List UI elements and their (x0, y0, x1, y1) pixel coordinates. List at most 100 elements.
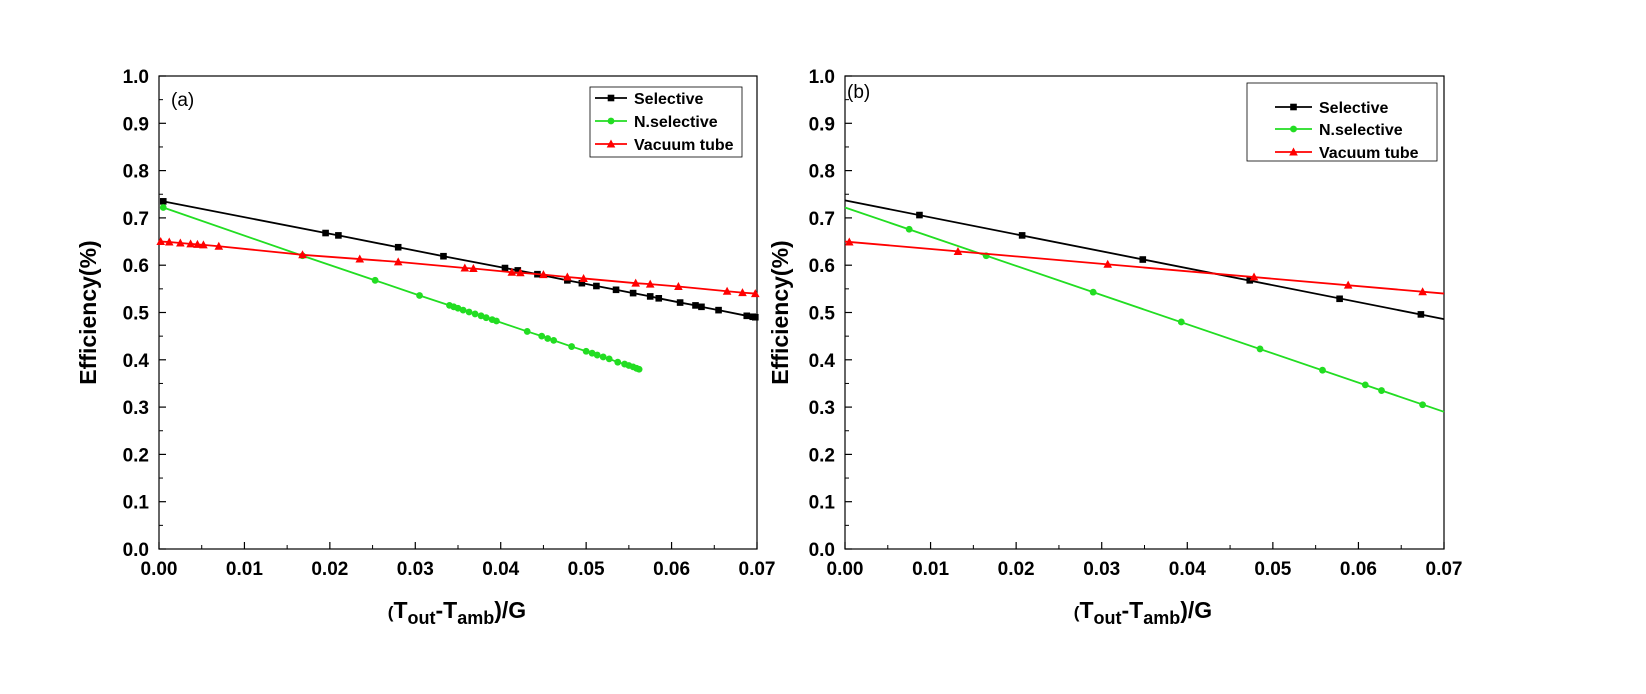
legend-label: N.selective (1319, 122, 1403, 139)
data-point (538, 332, 546, 340)
data-point (394, 243, 402, 251)
data-point (738, 288, 747, 297)
x-tick-label: 0.00 (141, 559, 178, 580)
y-axis-title: Efficiency(%) (75, 240, 101, 384)
series-n-selective (159, 204, 643, 373)
x-tick-label: 0.05 (568, 559, 605, 580)
data-point (692, 302, 699, 309)
y-tick-label: 0.3 (123, 398, 149, 419)
data-point (698, 303, 705, 311)
y-tick-label: 0.0 (809, 540, 835, 561)
legend-label: N.selective (634, 114, 718, 131)
x-tick-label: 0.07 (1426, 559, 1463, 580)
data-point (469, 264, 478, 273)
series-line (844, 206, 1445, 413)
data-point (1018, 232, 1026, 239)
y-tick-label: 0.4 (809, 351, 836, 372)
data-point (164, 237, 174, 246)
data-point (1139, 256, 1147, 263)
legend: Selective N.selective Vacuum tube (1246, 82, 1438, 162)
y-tick-label: 0.8 (123, 162, 149, 183)
x-tick-label: 0.02 (311, 559, 348, 580)
data-point (1336, 295, 1343, 303)
data-point (614, 358, 622, 366)
data-point (631, 278, 640, 287)
series-line (844, 240, 1445, 295)
data-point (593, 282, 600, 290)
x-axis-title-t: T (393, 597, 407, 623)
data-point (1249, 272, 1259, 281)
x-axis-title-sub-amb: amb (457, 608, 494, 628)
y-tick-label: 0.6 (123, 256, 149, 277)
legend-marker (607, 117, 615, 125)
data-point (646, 293, 654, 300)
legend-box (1246, 82, 1438, 162)
legend-label: Selective (634, 91, 703, 108)
x-axis-title: (Tout-Tamb)/G (388, 597, 526, 628)
chart-panel-a: 0.00 0.01 0.02 0.03 0.04 0.05 0.06 0.07 0.0 0.1 0.… (75, 67, 775, 628)
data-point (599, 353, 607, 361)
data-point (482, 314, 490, 322)
data-point (335, 232, 342, 239)
data-point (440, 252, 447, 260)
data-point (1177, 318, 1185, 326)
data-point (539, 270, 548, 279)
data-point (655, 295, 663, 302)
y-tick-label: 0.6 (809, 256, 835, 277)
data-point (371, 276, 379, 284)
data-point (159, 198, 167, 205)
x-axis-title-dash: -T (436, 597, 458, 623)
series-n-selective (844, 206, 1445, 413)
legend-label: Vacuum tube (634, 137, 734, 154)
data-point (186, 239, 195, 248)
data-point (1246, 277, 1254, 284)
data-point (905, 225, 913, 233)
data-point (465, 308, 473, 316)
data-point (1089, 288, 1097, 296)
data-point (460, 263, 470, 272)
legend-label: Vacuum tube (1319, 145, 1419, 162)
y-tick-label: 0.8 (809, 162, 835, 183)
x-tick-label: 0.03 (1083, 559, 1120, 580)
x-axis-title-sub-out: out (1094, 608, 1122, 628)
x-tick-label: 0.01 (912, 559, 949, 580)
data-point (322, 229, 329, 237)
x-axis-title-paren: ( (1074, 603, 1080, 622)
data-point (593, 351, 601, 359)
data-point (355, 254, 365, 263)
y-tick-label: 0.7 (809, 209, 835, 230)
data-point (568, 343, 576, 350)
data-point (582, 347, 590, 355)
y-tick-label: 0.9 (123, 114, 149, 135)
data-point (193, 239, 202, 248)
data-point (645, 279, 655, 288)
data-point (578, 279, 586, 287)
x-tick-label: 0.04 (1169, 559, 1206, 580)
x-axis-title: (Tout-Tamb)/G (1074, 597, 1212, 628)
y-tick-label: 0.1 (123, 493, 150, 514)
data-point (1378, 387, 1385, 394)
legend: Selective N.selective Vacuum tube (589, 86, 743, 158)
chart-panel-b: 0.00 0.01 0.02 0.03 0.04 0.05 0.06 0.07 0.0 0.1 0.… (767, 67, 1462, 628)
data-point (1103, 259, 1113, 268)
data-point (550, 337, 558, 344)
data-point (916, 211, 923, 219)
data-point (501, 264, 509, 272)
data-point (844, 237, 854, 246)
data-point (507, 267, 517, 276)
x-axis-title-sub-amb: amb (1143, 608, 1180, 628)
y-tick-label: 0.2 (809, 445, 835, 466)
data-point (612, 286, 620, 294)
data-point (1418, 287, 1427, 296)
data-point (514, 267, 522, 274)
data-point (523, 328, 531, 335)
series-selective (159, 198, 759, 321)
data-point (674, 281, 683, 290)
series-vacuum-tube (844, 237, 1445, 296)
y-tick-label: 0.7 (123, 209, 149, 230)
data-point (1417, 311, 1425, 318)
x-axis-title-g: )/G (494, 597, 526, 623)
data-point (1419, 401, 1427, 409)
x-tick-label: 0.04 (482, 559, 519, 580)
data-point (516, 268, 525, 277)
